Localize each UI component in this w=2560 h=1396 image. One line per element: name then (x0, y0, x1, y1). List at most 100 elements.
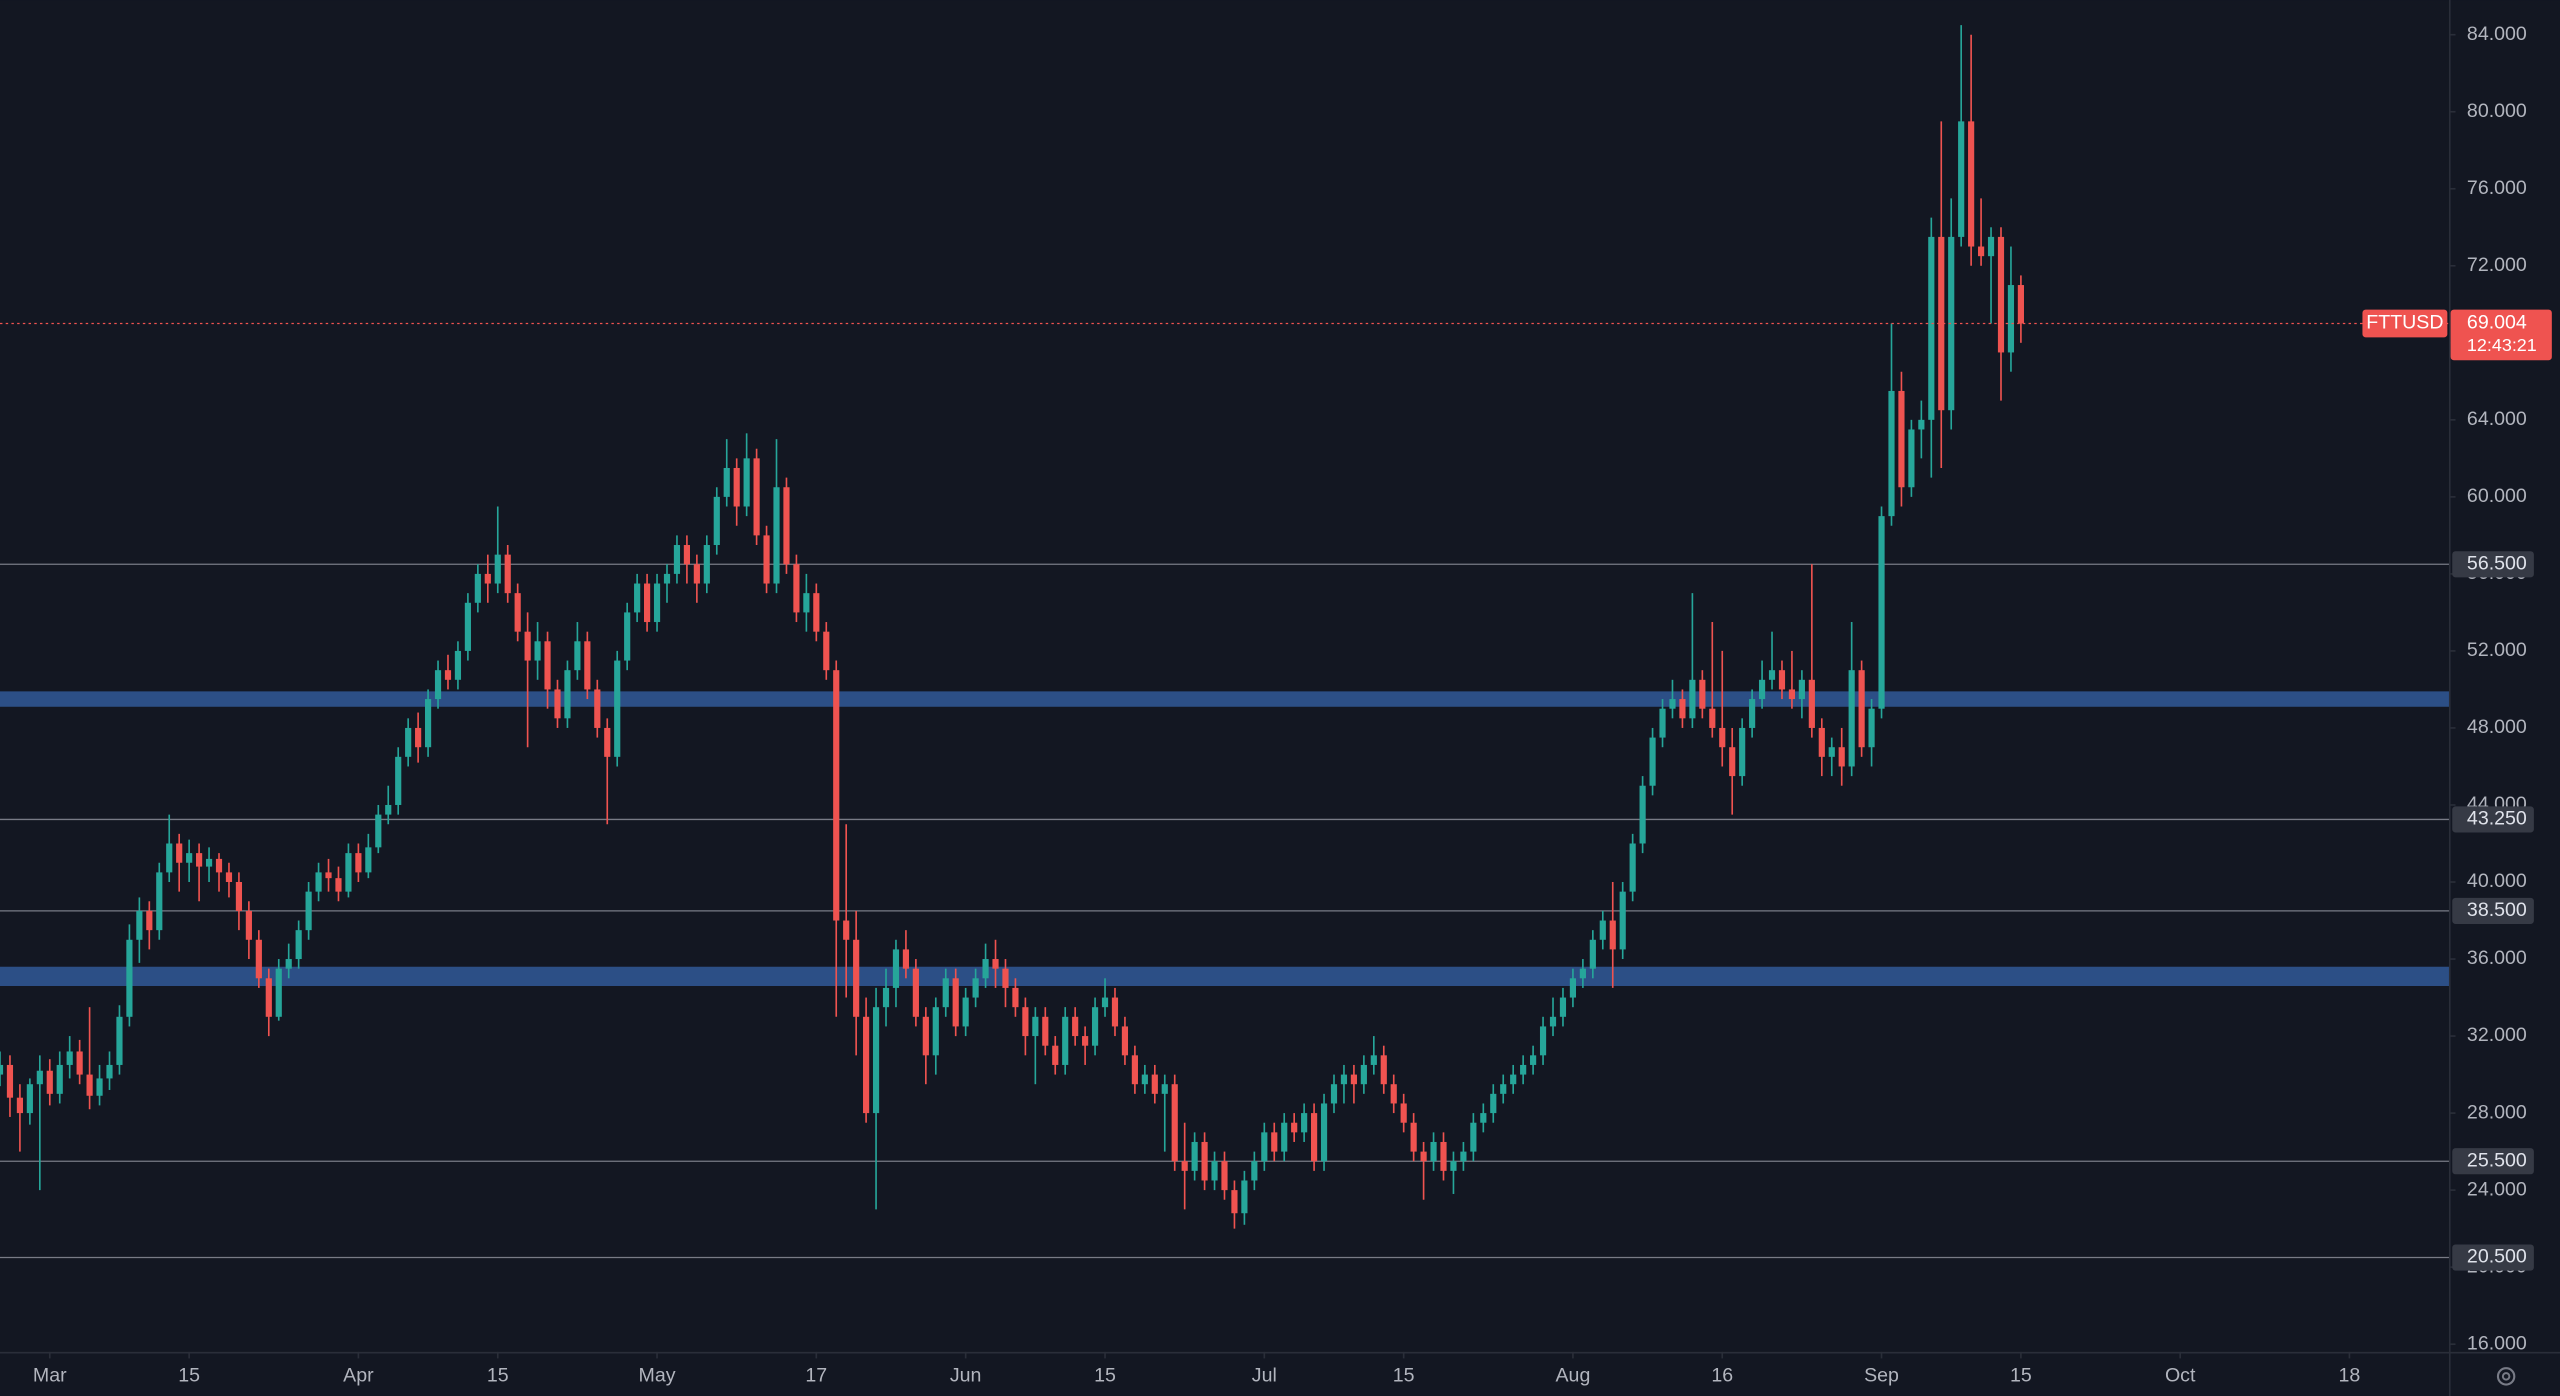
candle-body (96, 1078, 103, 1096)
candle-body (1181, 1161, 1188, 1171)
candle-body (295, 930, 302, 960)
candle-body (1958, 121, 1965, 237)
candle-body (1898, 390, 1905, 488)
candle-body (1828, 747, 1835, 757)
candle-body (424, 699, 432, 748)
candle-body (1161, 1084, 1168, 1094)
candle-body (1699, 679, 1706, 709)
candle-body (1450, 1161, 1457, 1171)
x-tick-label: Aug (1555, 1365, 1590, 1387)
candle-body (1490, 1093, 1497, 1114)
y-tick-label: 24.000 (2467, 1178, 2527, 1200)
x-tick-label: Apr (343, 1365, 374, 1387)
candle-body (733, 467, 740, 507)
candle-body (1729, 747, 1736, 777)
symbol-label: FTTUSD (2366, 312, 2443, 334)
candle-body (1987, 236, 1995, 257)
candle-body (1559, 997, 1567, 1017)
y-tick-label: 60.000 (2467, 485, 2527, 507)
candle-body (1719, 727, 1726, 748)
y-tick-label: 76.000 (2467, 177, 2527, 199)
level-label: 20.500 (2467, 1246, 2527, 1268)
candle-body (892, 949, 900, 988)
candle-body (1539, 1026, 1547, 1056)
candle-body (1430, 1141, 1437, 1162)
candle-body (1171, 1084, 1178, 1162)
candle-body (1121, 1026, 1129, 1056)
x-tick-label: 15 (178, 1365, 200, 1387)
candle-body (1082, 1036, 1089, 1046)
candle-body (1858, 670, 1865, 748)
candle-body (1151, 1074, 1158, 1094)
candle-body (1350, 1074, 1357, 1085)
candle-body (454, 650, 462, 680)
candle-body (574, 641, 581, 671)
candle-body (1052, 1045, 1059, 1065)
y-tick-label: 64.000 (2467, 408, 2527, 430)
candle-body (1908, 429, 1915, 488)
candle-body (902, 949, 910, 969)
level-label: 25.500 (2467, 1149, 2527, 1171)
candle-body (66, 1051, 73, 1065)
candle-body (1201, 1141, 1208, 1181)
countdown-label: 12:43:21 (2467, 335, 2537, 355)
candle-body (1380, 1055, 1387, 1085)
candle-body (1390, 1084, 1397, 1104)
candle-body (1997, 236, 2005, 353)
candle-body (783, 487, 790, 565)
candle-body (1818, 727, 1825, 757)
candle-body (1320, 1103, 1328, 1162)
gear[interactable] (2496, 1367, 2516, 1386)
candle-body (136, 910, 143, 940)
candle-body (554, 689, 561, 719)
candle-body (196, 853, 203, 867)
candle-body (1460, 1151, 1467, 1162)
plot-area (0, 25, 2449, 1259)
candle-body (166, 843, 173, 873)
candle-body (434, 670, 442, 700)
candle-body (663, 573, 671, 584)
candle-body (205, 858, 213, 867)
candle-body (2007, 285, 2015, 353)
x-tick-label: Jul (1252, 1365, 1277, 1387)
candle-body (1709, 708, 1716, 728)
candle-body (992, 959, 999, 969)
candle-body (962, 997, 969, 1027)
candle-body (1340, 1074, 1348, 1085)
candle-body (833, 670, 840, 921)
y-tick-label: 72.000 (2467, 254, 2527, 276)
candle-body (614, 660, 621, 757)
candle-body (1848, 670, 1855, 767)
candle-body (225, 872, 233, 883)
candle-body (743, 458, 750, 507)
candle-body (653, 583, 661, 623)
level-label-box (2452, 806, 2534, 833)
candle-body (1271, 1132, 1278, 1152)
candle-body (1002, 968, 1009, 988)
candle-body (2017, 285, 2024, 324)
candle-body (753, 458, 760, 536)
candle-body (275, 968, 282, 1017)
candle-body (474, 573, 481, 603)
candle-body (355, 853, 362, 873)
candle-body (703, 545, 710, 584)
candle-body (1141, 1074, 1148, 1085)
candle-body (285, 959, 292, 969)
candle-body (1111, 997, 1119, 1027)
candle-body (1629, 843, 1636, 892)
candle-body (36, 1070, 43, 1085)
candle-body (1838, 747, 1845, 767)
candle-body (335, 878, 342, 892)
gear-hub[interactable] (2501, 1372, 2511, 1381)
candle-body (1977, 246, 1985, 257)
settings-icon[interactable] (2496, 1367, 2516, 1386)
candle-body (1619, 891, 1626, 950)
candle-body (823, 631, 830, 671)
candle-body (1798, 679, 1805, 700)
candle-body (56, 1064, 63, 1094)
x-tick-label: Jun (950, 1365, 982, 1387)
candle-body (76, 1051, 83, 1075)
candle-body (1749, 699, 1756, 728)
candle-body (564, 670, 571, 719)
